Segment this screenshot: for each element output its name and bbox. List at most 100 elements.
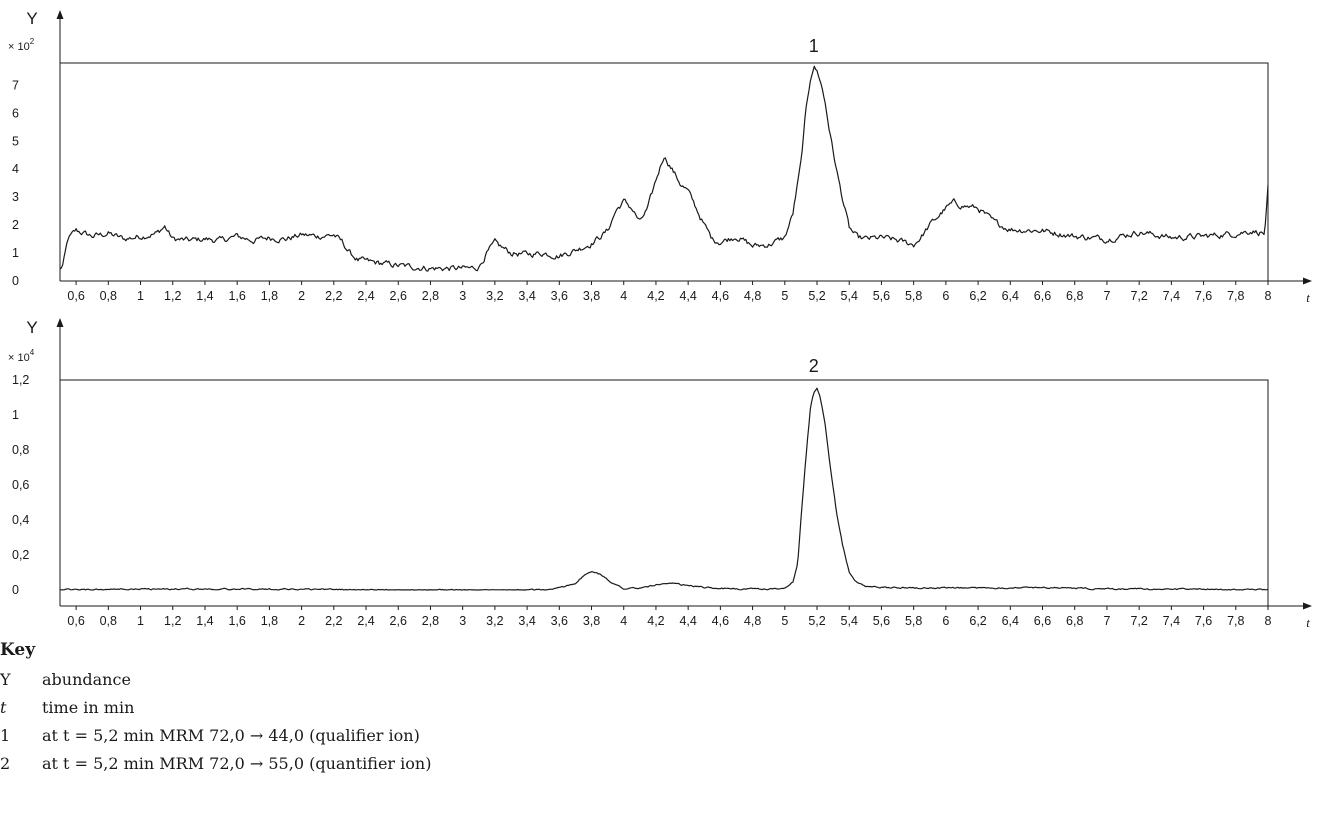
x-tick-label: 0,8 [100, 614, 117, 628]
y-tick-label: 0,8 [12, 443, 29, 457]
x-tick-label: 5,4 [841, 289, 858, 303]
x-tick-label: 7,6 [1195, 614, 1212, 628]
y-tick-label: 1 [12, 408, 19, 422]
x-tick-label: 4,8 [744, 289, 761, 303]
x-tick-label: 2,8 [422, 614, 439, 628]
x-tick-label: 8 [1265, 614, 1272, 628]
x-tick-label: 1,8 [261, 289, 278, 303]
x-tick-label: 4,4 [679, 614, 696, 628]
x-tick-label: 3,2 [486, 289, 503, 303]
x-tick-label: 4,2 [647, 289, 664, 303]
x-tick-label: 6 [942, 614, 949, 628]
x-tick-label: 5,2 [808, 289, 825, 303]
x-tick-label: 2 [298, 614, 305, 628]
y-tick-label: 4 [12, 162, 19, 176]
x-tick-label: 7,8 [1227, 614, 1244, 628]
chromatogram-figure: Y × 102 0 1 2 3 4 5 6 7 0,6 0,8 1 1,2 1,4 1,6 1,8 2 2,2 2,4… [8, 9, 1312, 630]
y-tick-label: 7 [12, 78, 19, 92]
x-tick-label: 2,6 [390, 289, 407, 303]
x-tick-label: 5,6 [873, 614, 890, 628]
chromatogram-panel-qualifier: Y × 102 0 1 2 3 4 5 6 7 0,6 0,8 1 1,2 1,4 1,6 1,8 2 2,2 2,4… [8, 9, 1312, 305]
x-tick-label: 6,4 [1002, 289, 1019, 303]
chromatogram-trace [59, 65, 1269, 272]
x-tick-label: 6,6 [1034, 614, 1051, 628]
x-tick-label: 4 [620, 614, 627, 628]
x-tick-label: 6,6 [1034, 289, 1051, 303]
x-tick-label: 5,6 [873, 289, 890, 303]
y-axis-label: Y [26, 318, 37, 337]
x-tick-label: 4,8 [744, 614, 761, 628]
y-tick-label: 0,4 [12, 513, 29, 527]
x-axis-arrow [1303, 277, 1312, 285]
x-tick-label: 5 [781, 614, 788, 628]
y-tick-label: 0 [12, 583, 19, 597]
key-description: abundance [42, 670, 131, 689]
y-multiplier-label: × 102 [8, 37, 35, 53]
x-tick-label: 7,2 [1130, 289, 1147, 303]
x-tick-label: 1,6 [228, 614, 245, 628]
x-tick-label: 3,2 [486, 614, 503, 628]
x-tick-label: 2,8 [422, 289, 439, 303]
plot-frame [60, 62, 1269, 281]
x-tick-label: 6,2 [969, 289, 986, 303]
chromatogram-panel-quantifier: Y × 104 0 0,2 0,4 0,6 0,8 1 1,2 0,6 0,8 1 1,2 1,4 1,6 1… [8, 318, 1312, 630]
x-tick-label: 3,8 [583, 289, 600, 303]
x-tick-label: 7,4 [1163, 289, 1180, 303]
peak-label: 1 [809, 36, 819, 56]
x-axis-arrow [1303, 602, 1312, 610]
x-tick-label: 3 [459, 614, 466, 628]
x-tick-label: 8 [1265, 289, 1272, 303]
x-tick-label: 5,8 [905, 614, 922, 628]
key-symbol: Y [0, 670, 11, 689]
key-description: at t = 5,2 min MRM 72,0 → 55,0 (quantifi… [42, 754, 432, 773]
x-tick-label: 3,4 [518, 289, 535, 303]
x-tick-label: 1 [137, 614, 144, 628]
y-tick-label: 3 [12, 190, 19, 204]
key-symbol: t [0, 698, 7, 717]
x-tick-label: 5,2 [808, 614, 825, 628]
y-axis-label: Y [26, 9, 37, 28]
x-axis-label: t [1306, 290, 1310, 305]
key-description: time in min [42, 698, 135, 717]
x-tick-label: 1,8 [261, 614, 278, 628]
y-axis-arrow [56, 318, 64, 327]
x-tick-label: 7,4 [1163, 614, 1180, 628]
x-tick-label: 2 [298, 289, 305, 303]
key-symbol: 1 [0, 726, 11, 745]
x-tick-label: 7 [1103, 289, 1110, 303]
x-tick-label: 6 [942, 289, 949, 303]
x-tick-label: 5 [781, 289, 788, 303]
x-tick-label: 2,6 [390, 614, 407, 628]
x-tick-label: 6,4 [1002, 614, 1019, 628]
y-tick-label: 1,2 [12, 373, 29, 387]
x-tick-label: 4,2 [647, 614, 664, 628]
key-description: at t = 5,2 min MRM 72,0 → 44,0 (qualifie… [42, 726, 420, 745]
plot-frame [60, 379, 1269, 606]
x-tick-label: 1 [137, 289, 144, 303]
x-tick-label: 4 [620, 289, 627, 303]
x-axis-label: t [1306, 615, 1310, 630]
x-tick-label: 4,4 [679, 289, 696, 303]
x-tick-label: 6,2 [969, 614, 986, 628]
x-tick-label: 5,4 [841, 614, 858, 628]
x-tick-label: 3,6 [551, 614, 568, 628]
y-tick-label: 0 [12, 274, 19, 288]
key-symbol: 2 [0, 754, 11, 773]
x-tick-label: 3,6 [551, 289, 568, 303]
x-tick-label: 2,2 [325, 289, 342, 303]
chromatogram-trace [60, 387, 1269, 591]
y-tick-label: 0,2 [12, 548, 29, 562]
y-tick-label: 0,6 [12, 478, 29, 492]
x-tick-label: 0,6 [67, 614, 84, 628]
y-tick-label: 2 [12, 218, 19, 232]
y-tick-label: 6 [12, 106, 19, 120]
x-tick-label: 7 [1103, 614, 1110, 628]
x-tick-label: 3,8 [583, 614, 600, 628]
y-axis-arrow [56, 10, 64, 19]
peak-label: 2 [809, 356, 819, 376]
x-tick-label: 7,6 [1195, 289, 1212, 303]
x-tick-label: 1,4 [196, 614, 213, 628]
x-tick-label: 2,4 [357, 289, 374, 303]
x-tick-label: 4,6 [712, 614, 729, 628]
x-tick-label: 2,2 [325, 614, 342, 628]
